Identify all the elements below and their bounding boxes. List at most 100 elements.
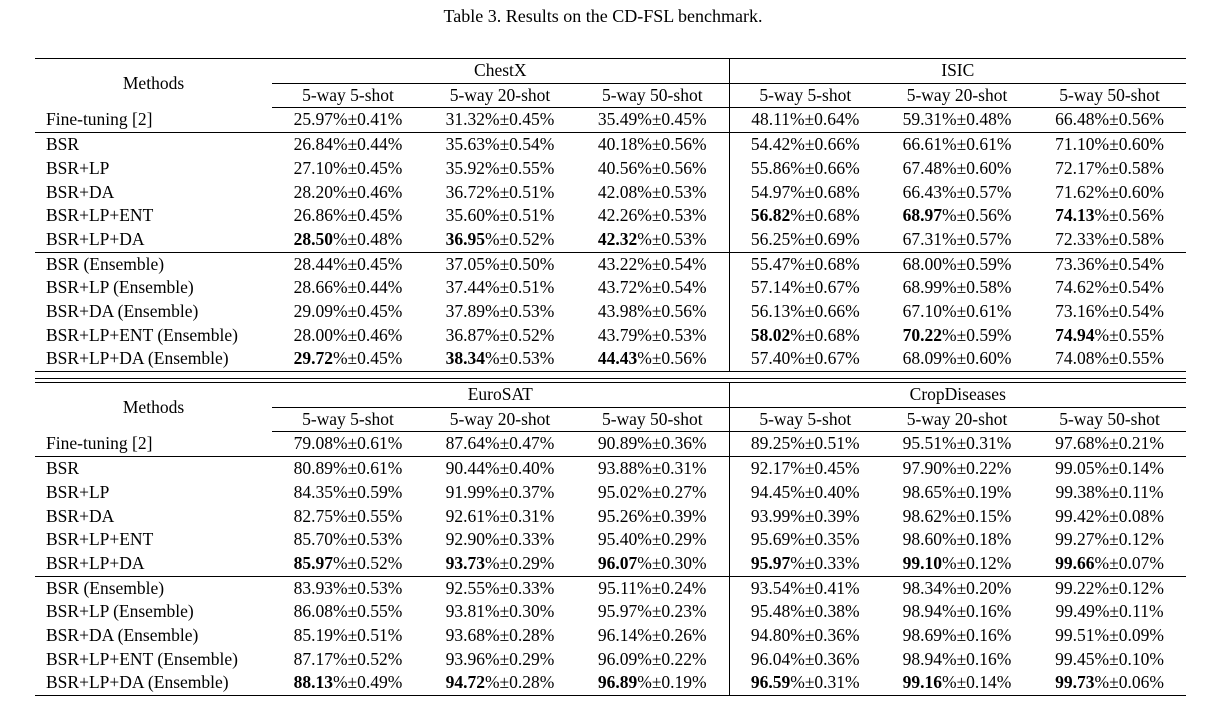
result-value: 79.08%	[293, 433, 348, 454]
double-rule	[35, 378, 1186, 379]
result-cell: 58.02%±0.68%	[728, 323, 882, 348]
result-cell: 68.00%±0.59%	[881, 251, 1034, 277]
result-cell: 68.99%±0.58%	[881, 276, 1033, 300]
result-std: ±0.29%	[651, 529, 707, 550]
result-std: ±0.44%	[347, 277, 403, 298]
result-value: 93.81%	[445, 601, 500, 622]
result-value: 72.33%	[1055, 228, 1110, 249]
result-value: 59.31%	[902, 109, 957, 130]
result-std: ±0.11%	[1109, 601, 1164, 622]
result-value: 55.47%	[750, 253, 805, 274]
result-value: 94.80%	[750, 625, 805, 646]
result-value: 99.42%	[1055, 505, 1110, 526]
result-std: ±0.58%	[1109, 157, 1164, 178]
result-std: ±0.56%	[651, 157, 707, 178]
result-cell: 25.97%±0.41%	[272, 108, 424, 133]
result-value: 96.14%	[597, 625, 652, 646]
table-row: BSR+LP+ENT (Ensemble) 28.00%±0.46% 36.87%±…	[35, 323, 1186, 348]
method-name: BSR	[35, 132, 272, 157]
result-cell: 94.80%±0.36%	[728, 624, 882, 648]
result-value: 94.45%	[750, 481, 805, 502]
result-std: ±0.67%	[804, 348, 860, 369]
result-value: 67.31%	[902, 228, 957, 249]
result-std: ±0.56%	[651, 301, 707, 322]
result-std: ±0.11%	[1109, 481, 1164, 502]
result-cell: 98.62%±0.15%	[881, 505, 1033, 529]
result-cell: 99.45%±0.10%	[1033, 648, 1186, 672]
result-value: 92.90%	[445, 529, 500, 550]
result-cell: 43.98%±0.56%	[576, 300, 729, 324]
result-std: %±0.31%	[790, 672, 860, 693]
result-cell: 99.27%±0.12%	[1033, 528, 1186, 552]
shot-header: 5-way 50-shot	[576, 407, 730, 433]
result-std: ±0.30%	[499, 601, 555, 622]
result-value-best: 99.16	[902, 672, 942, 693]
result-value-best: 74.13	[1055, 205, 1095, 226]
result-value-best: 96.89	[597, 672, 638, 693]
result-std: ±0.29%	[499, 648, 555, 669]
result-cell: 93.88%±0.31%	[576, 456, 730, 481]
result-cell: 99.22%±0.12%	[1033, 575, 1187, 601]
result-std: ±0.26%	[651, 625, 707, 646]
result-cell: 94.45%±0.40%	[728, 480, 882, 505]
result-value: 43.22%	[597, 253, 652, 274]
result-cell: 87.17%±0.52%	[272, 648, 424, 672]
result-cell: 98.34%±0.20%	[881, 575, 1034, 601]
result-value-best: 95.97	[750, 552, 791, 573]
method-name: BSR+LP+DA	[46, 552, 145, 573]
result-value: 57.40%	[750, 348, 805, 369]
result-std: %±0.45%	[332, 348, 403, 369]
method-name: BSR+LP+ENT (Ensemble)	[46, 648, 238, 669]
result-std: ±0.31%	[956, 433, 1012, 454]
result-cell: 95.02%±0.27%	[576, 481, 729, 505]
result-value: 54.42%	[750, 134, 805, 155]
result-std: %±0.33%	[790, 552, 860, 573]
result-std: ±0.66%	[804, 134, 860, 155]
result-std: ±0.58%	[1109, 228, 1164, 249]
table-row: BSR+DA (Ensemble) 29.09%±0.45% 37.89%±0.53…	[35, 300, 1186, 324]
result-cell: 40.18%±0.56%	[576, 132, 730, 157]
result-cell: 97.90%±0.22%	[881, 456, 1034, 481]
result-cell: 66.61%±0.61%	[881, 132, 1034, 157]
result-cell: 99.38%±0.11%	[1033, 481, 1186, 505]
result-value: 26.86%	[293, 205, 348, 226]
result-cell: 43.79%±0.53%	[576, 324, 729, 348]
result-std: ±0.52%	[499, 324, 555, 345]
table-row: BSR+LP+ENT 26.86%±0.45% 35.60%±0.51% 42.26%…	[35, 204, 1186, 228]
result-std: ±0.31%	[499, 505, 555, 526]
result-cell: 66.48%±0.56%	[1033, 108, 1186, 133]
table-row: BSR+LP 27.10%±0.45% 35.92%±0.55% 40.56%±0.5…	[35, 156, 1186, 181]
result-cell: 43.72%±0.54%	[576, 276, 729, 300]
result-value: 54.97%	[750, 181, 805, 202]
result-cell: 28.20%±0.46%	[272, 181, 424, 205]
result-value: 68.00%	[902, 253, 957, 274]
result-value: 37.89%	[445, 301, 500, 322]
result-cell: 95.97%±0.23%	[576, 600, 729, 624]
result-std: ±0.56%	[651, 134, 707, 155]
table-row: BSR 26.84%±0.44% 35.63%±0.54% 40.18%±0.56% 5…	[35, 132, 1187, 157]
shot-header: 5-way 20-shot	[881, 407, 1034, 433]
result-std: %±0.53%	[484, 348, 555, 369]
result-value: 98.94%	[902, 601, 957, 622]
result-cell: 93.96%±0.29%	[424, 648, 576, 672]
result-std: ±0.68%	[804, 253, 860, 274]
result-value: 91.99%	[445, 481, 500, 502]
shot-header: 5-way 50-shot	[576, 83, 730, 109]
result-cell: 29.72%±0.45%	[272, 347, 424, 373]
result-value-best: 99.73	[1055, 672, 1095, 693]
result-cell: 97.68%±0.21%	[1033, 432, 1186, 457]
result-std: ±0.59%	[347, 481, 403, 502]
method-name: BSR+LP+DA (Ensemble)	[35, 347, 272, 373]
result-std: %±0.56%	[1094, 205, 1164, 226]
result-cell: 90.89%±0.36%	[576, 432, 729, 457]
result-cell: 73.16%±0.54%	[1033, 300, 1186, 324]
result-cell: 95.26%±0.39%	[576, 505, 729, 529]
result-std: ±0.45%	[499, 109, 555, 130]
result-value: 99.05%	[1055, 458, 1110, 479]
result-cell: 86.08%±0.55%	[272, 600, 424, 624]
result-cell: 87.64%±0.47%	[424, 432, 576, 457]
result-value: 90.89%	[597, 433, 652, 454]
result-cell: 95.69%±0.35%	[728, 528, 882, 552]
result-std: ±0.54%	[1109, 301, 1164, 322]
result-value-best: 29.72	[293, 348, 333, 369]
